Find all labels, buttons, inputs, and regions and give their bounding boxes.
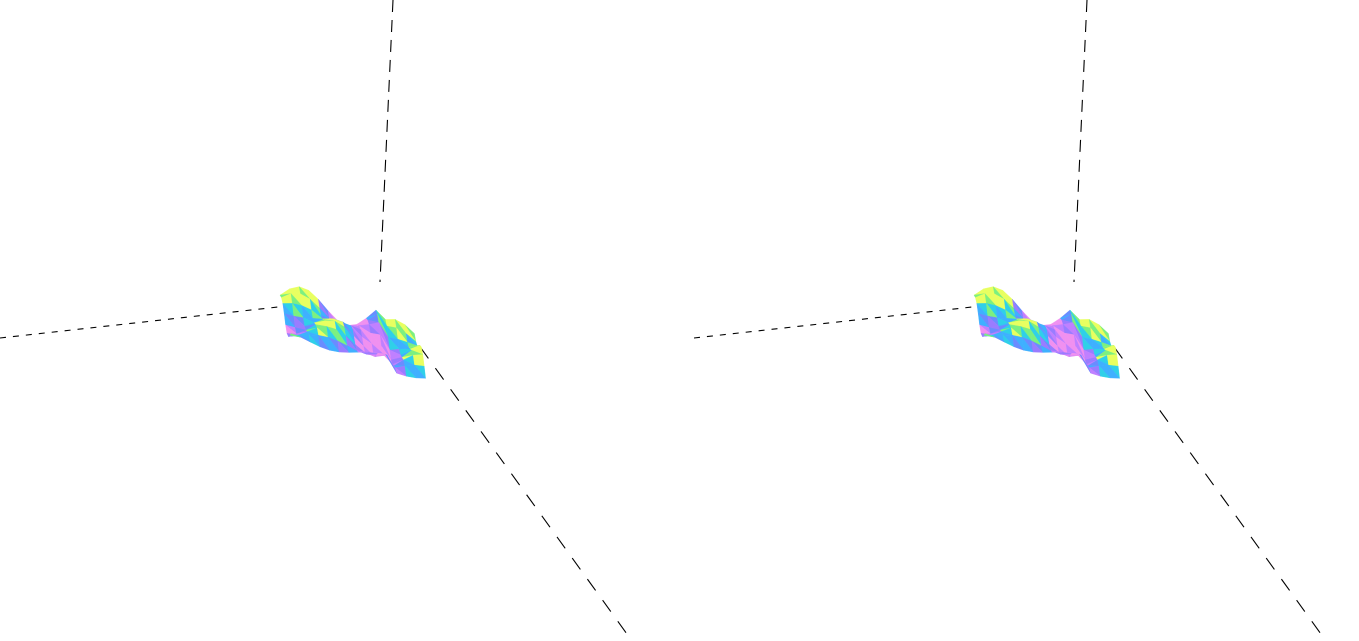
surface-facet bbox=[1031, 340, 1044, 353]
surface-facet bbox=[993, 334, 1005, 343]
surface-facet bbox=[366, 352, 378, 355]
surface-facet bbox=[1021, 336, 1034, 353]
surface-facet bbox=[1079, 354, 1091, 374]
surface-facet bbox=[1041, 345, 1054, 353]
z-axis bbox=[1073, 0, 1088, 283]
surface-facet bbox=[1050, 350, 1063, 353]
surface-facet bbox=[327, 336, 340, 353]
left-3d-canvas bbox=[0, 0, 633, 641]
surface-facet bbox=[1098, 365, 1111, 379]
surface-facet bbox=[337, 340, 350, 353]
x-axis bbox=[694, 306, 973, 339]
surface-facet bbox=[1002, 334, 1015, 347]
surface-plot bbox=[279, 285, 427, 379]
right-3d-canvas bbox=[694, 0, 1327, 641]
surface-facet bbox=[1060, 352, 1072, 355]
surface-facet bbox=[983, 333, 995, 338]
axes bbox=[694, 0, 1327, 641]
surface-facet bbox=[375, 353, 388, 356]
surface-facet bbox=[1012, 334, 1025, 351]
surface-facet bbox=[1069, 353, 1082, 356]
surface-facet bbox=[404, 365, 417, 379]
right-eye-view[interactable] bbox=[694, 0, 1359, 641]
surface-facet bbox=[347, 345, 360, 353]
surface-facet bbox=[356, 350, 369, 353]
z-axis bbox=[379, 0, 394, 283]
surface-facet bbox=[289, 333, 301, 338]
y-axis bbox=[1098, 325, 1327, 641]
surface-facet bbox=[318, 334, 331, 351]
surface-plot bbox=[973, 285, 1121, 379]
surface-facet bbox=[395, 367, 407, 377]
surface-facet bbox=[308, 334, 321, 347]
surface-facet bbox=[299, 334, 311, 343]
left-eye-view[interactable] bbox=[0, 0, 694, 641]
surface-facet bbox=[414, 364, 427, 379]
surface-facet bbox=[385, 354, 397, 374]
surface-facet bbox=[1089, 367, 1101, 377]
axes bbox=[0, 0, 633, 641]
y-axis bbox=[404, 325, 633, 641]
surface-facet bbox=[1108, 364, 1121, 379]
x-axis bbox=[0, 306, 279, 339]
